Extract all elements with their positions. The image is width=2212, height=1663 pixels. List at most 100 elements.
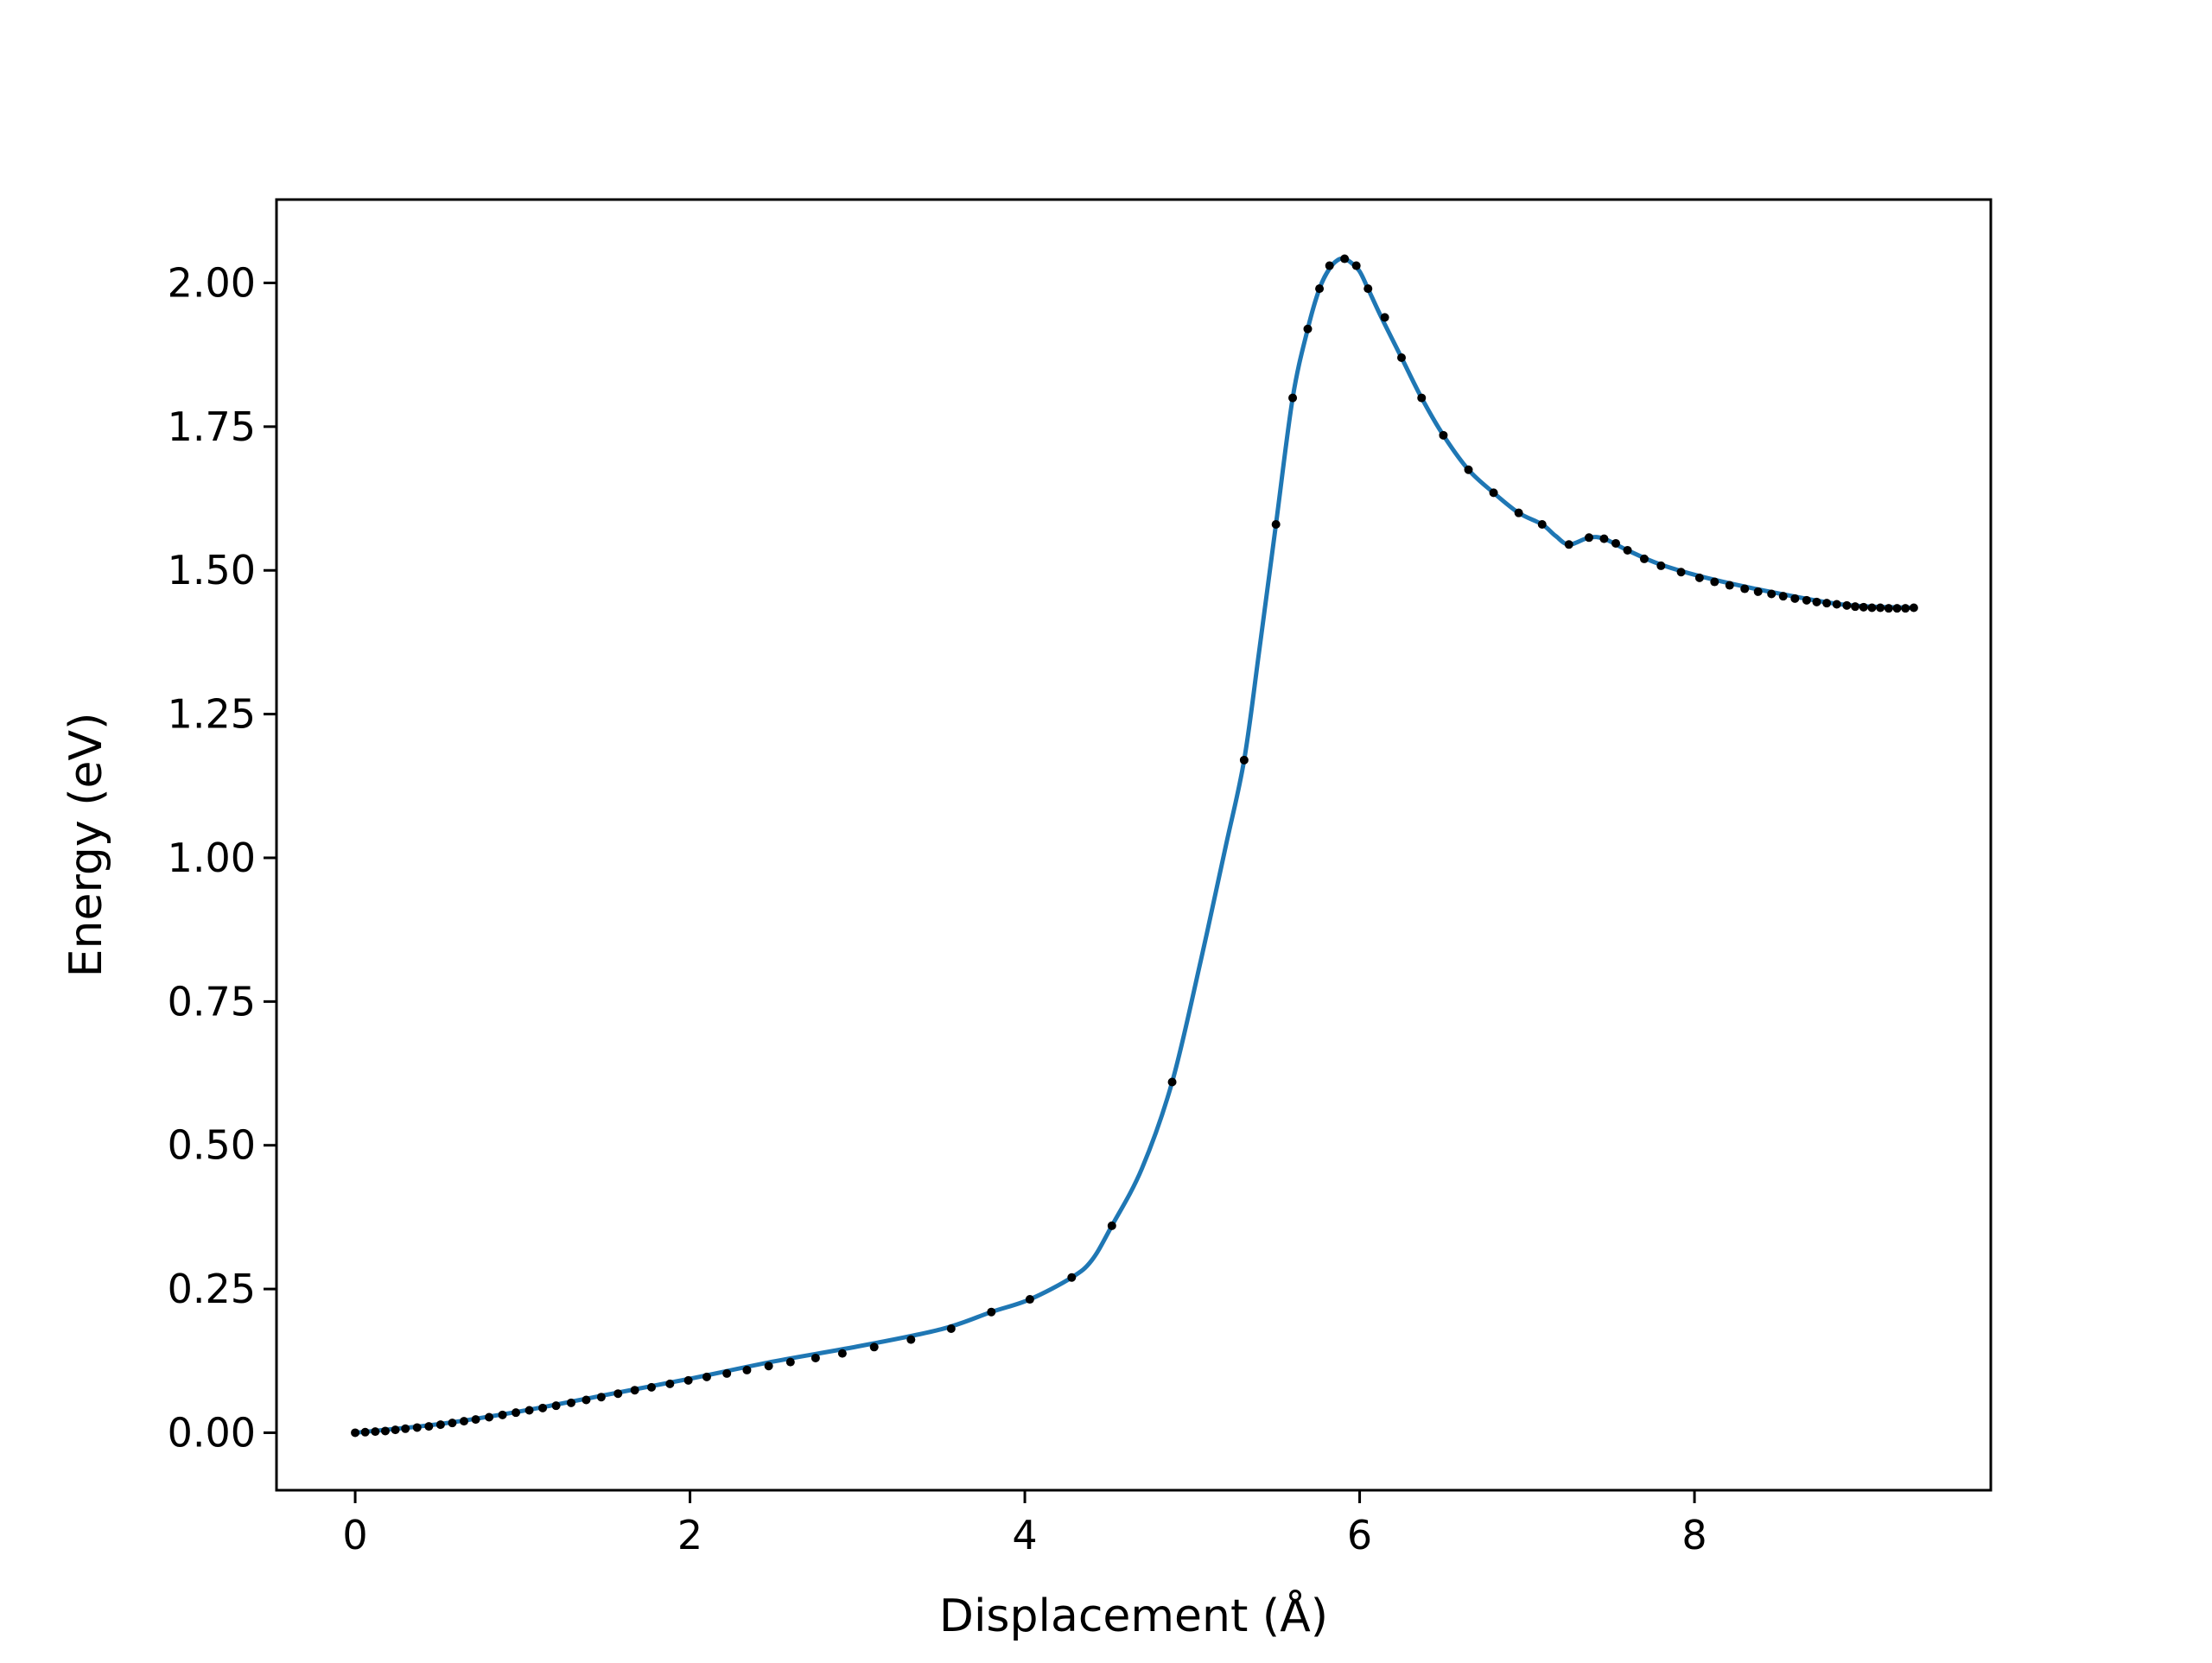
data-point-marker [1325,261,1334,270]
x-tick-label: 4 [1012,1512,1037,1558]
x-tick-label: 8 [1681,1512,1707,1558]
y-tick-label: 1.75 [168,403,256,450]
data-point-marker [1876,603,1885,613]
data-point-marker [785,1357,795,1367]
data-point-marker [351,1428,360,1438]
data-point-marker [1315,284,1325,294]
y-tick-label: 1.00 [168,835,256,881]
data-point-marker [1790,593,1800,603]
data-point-marker [613,1389,623,1399]
data-point-marker [647,1382,656,1392]
data-point-marker [1740,584,1750,593]
data-point-marker [582,1395,591,1405]
data-point-marker [1851,602,1860,612]
data-point-marker [1489,488,1498,498]
data-point-marker [567,1398,575,1407]
data-point-marker [869,1342,879,1352]
data-point-marker [1380,313,1389,322]
data-point-marker [524,1406,534,1415]
data-point-marker [371,1427,380,1437]
y-tick-label: 2.00 [168,259,256,306]
plot-layer [351,254,1918,1438]
data-point-marker [683,1375,693,1385]
data-point-marker [1025,1295,1034,1304]
y-tick-label: 0.50 [168,1122,256,1169]
data-point-marker [1288,393,1298,403]
y-tick-label: 1.50 [168,547,256,593]
data-point-marker [722,1368,732,1378]
data-point-marker [1694,573,1704,582]
x-tick-label: 0 [342,1512,367,1558]
data-point-marker [1271,519,1281,529]
axes-frame [275,198,1993,1492]
data-point-marker [1439,430,1448,440]
data-point-marker [1067,1273,1077,1282]
data-point-marker [1778,592,1788,601]
data-point-marker [1564,540,1573,549]
data-point-marker [1167,1077,1177,1087]
data-point-marker [1832,600,1841,609]
data-point-marker [946,1324,956,1334]
data-point-marker [810,1353,820,1362]
data-point-marker [1611,538,1620,548]
x-axis-label: Displacement (Å) [939,1589,1328,1642]
data-point-marker [1767,589,1777,599]
data-point-marker [1656,561,1666,570]
data-point-marker [1901,604,1910,613]
data-point-marker [1867,603,1877,613]
data-point-marker [630,1386,639,1395]
data-point-marker [1464,465,1473,474]
data-point-marker [1351,261,1361,270]
y-axis-label: Energy (eV) [60,713,112,978]
data-point-marker [1397,353,1406,363]
data-point-marker [1537,519,1547,529]
data-point-marker [424,1422,434,1431]
data-point-marker [764,1362,773,1371]
data-point-marker [1710,577,1719,587]
data-point-marker [401,1424,410,1433]
data-point-marker [742,1365,752,1374]
data-point-marker [498,1410,507,1419]
y-tick-label: 0.00 [168,1409,256,1456]
x-tick-label: 6 [1347,1512,1372,1558]
data-point-marker [1802,595,1811,605]
data-point-marker [435,1420,445,1430]
data-point-marker [1363,284,1373,294]
data-point-marker [1859,602,1868,612]
data-point-marker [485,1412,494,1422]
data-point-marker [1107,1221,1116,1230]
data-point-marker [1623,545,1632,555]
data-point-marker [1725,581,1734,590]
data-point-marker [1303,324,1313,333]
y-tick-label: 1.25 [168,691,256,738]
x-tick-label: 2 [677,1512,702,1558]
data-point-marker [1822,599,1832,608]
data-point-marker [1340,254,1350,263]
data-point-marker [380,1426,390,1436]
data-point-marker [1639,554,1649,563]
data-point-marker [702,1372,711,1381]
data-point-marker [1585,533,1593,543]
data-point-marker [1909,603,1918,613]
data-point-marker [360,1427,370,1437]
data-point-marker [1514,508,1523,517]
data-point-marker [596,1393,606,1402]
data-point-marker [512,1408,521,1418]
data-point-marker [391,1425,400,1435]
data-point-marker [460,1417,468,1426]
data-point-marker [412,1423,422,1432]
data-point-marker [1417,393,1427,403]
data-point-marker [471,1415,480,1425]
data-point-marker [538,1403,548,1412]
data-point-marker [1892,604,1902,613]
data-point-marker [551,1401,561,1411]
data-point-marker [1812,597,1821,606]
data-point-marker [665,1379,675,1388]
data-point-marker [987,1307,996,1317]
data-point-marker [906,1335,916,1344]
y-tick-label: 0.75 [168,978,256,1025]
data-point-marker [1239,755,1249,765]
